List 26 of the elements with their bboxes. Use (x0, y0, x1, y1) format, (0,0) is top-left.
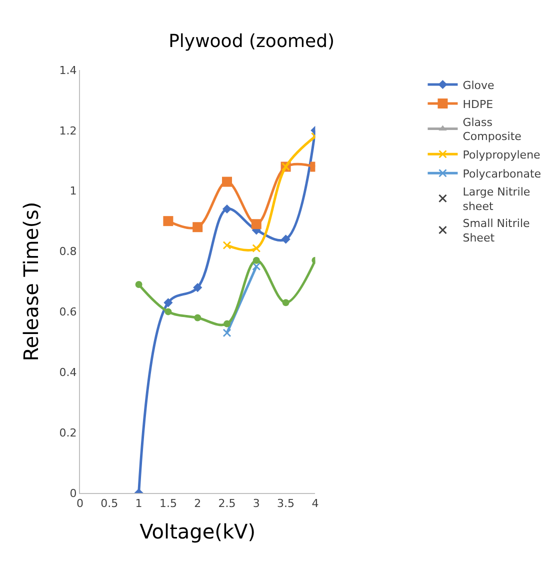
y-tick-label: 0.6 (59, 306, 77, 319)
y-axis-title: Release Time(s) (18, 202, 43, 362)
y-tick-label: 0.4 (59, 366, 77, 379)
x-tick-label: 3.5 (277, 497, 295, 510)
y-tick-label: 0 (70, 486, 77, 500)
x-tick-label: 1 (135, 497, 142, 510)
x-tick-label: 3 (252, 497, 260, 510)
x-tick-label: 4 (312, 497, 319, 510)
legend-label: Glass Composite (462, 116, 522, 144)
x-tick-label: 2 (194, 497, 202, 510)
chart-title: Plywood (zoomed) (168, 30, 335, 52)
x-tick-label: 2.5 (218, 497, 236, 510)
y-tick-label: 1 (70, 184, 77, 198)
x-tick-label: 1.5 (159, 497, 177, 510)
y-tick-label: 1.4 (59, 64, 77, 77)
legend-label: Polycarbonate (462, 167, 542, 180)
legend-label: HDPE (462, 98, 494, 111)
legend-label: Large Nitrile sheet (462, 186, 530, 213)
y-tick-label: 0.2 (59, 426, 77, 440)
legend-label: Polypropylene (462, 148, 541, 162)
y-tick-label: 0.8 (59, 245, 77, 258)
x-axis-title: Voltage(kV) (140, 520, 256, 544)
legend-label: Glove (462, 78, 495, 92)
y-tick-label: 1.2 (59, 124, 77, 138)
x-tick-label: 0.5 (100, 497, 118, 510)
legend-label: Small Nitrile Sheet (462, 217, 530, 244)
